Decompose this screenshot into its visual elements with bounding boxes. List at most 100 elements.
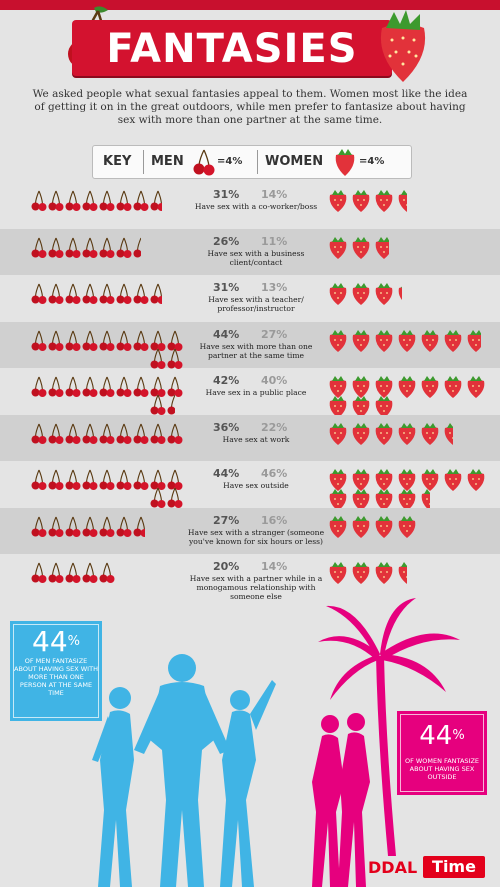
cherry-icon <box>82 562 98 583</box>
cherry-icon <box>31 237 47 258</box>
cherry-icon <box>150 469 166 490</box>
strawberry-icon <box>467 329 481 352</box>
strawberry-icon <box>398 469 416 491</box>
cherry-icon <box>31 283 47 304</box>
category-label: Have sex with a co-worker/boss <box>194 202 318 211</box>
strawberry-icon <box>398 515 416 538</box>
strawberry-icon <box>329 515 347 538</box>
strawberry-icon <box>352 283 370 305</box>
women-percent: 16% <box>261 513 288 527</box>
key-cherry-icon <box>193 149 215 176</box>
strawberry-icon <box>352 469 370 491</box>
women-percent: 13% <box>261 281 288 294</box>
strawberry-icon <box>398 286 402 300</box>
cherry-icon <box>48 469 64 490</box>
category-label: Have sex at work <box>222 434 290 444</box>
women-percent: 22% <box>261 420 288 434</box>
strawberry-icon <box>421 469 439 491</box>
strawberry-icon <box>375 283 393 305</box>
cherry-icon <box>116 423 132 444</box>
cherry-icon <box>116 330 132 351</box>
cherry-icon <box>31 423 47 444</box>
cherry-icon <box>65 283 81 304</box>
strawberry-icon <box>329 376 347 398</box>
cherry-icon <box>31 516 47 537</box>
cherry-icon <box>99 283 115 304</box>
cherry-icon <box>82 330 98 351</box>
cherry-icon <box>116 190 132 211</box>
men-percent: 44% <box>213 327 240 341</box>
cherry-icon <box>99 469 115 490</box>
men-percent: 27% <box>213 513 240 527</box>
cherry-icon <box>99 562 115 583</box>
cherry-icon <box>48 516 64 537</box>
cherry-icon <box>133 516 145 537</box>
cherry-icon <box>167 423 183 444</box>
strawberry-icon <box>352 376 370 398</box>
women-percent: 11% <box>261 234 288 248</box>
strawberry-icon <box>375 236 389 259</box>
men-percent: 36% <box>213 420 240 434</box>
cherry-icon <box>116 376 132 397</box>
women-callout-symbol: % <box>452 728 465 743</box>
cherry-icon <box>31 376 47 397</box>
cherry-icon <box>133 469 149 490</box>
strawberry-icon <box>329 329 347 352</box>
palm-tree-silhouette <box>318 598 460 856</box>
cherry-icon <box>167 487 183 508</box>
watermark-logo: DDAL Time <box>368 856 488 880</box>
key-divider <box>143 150 144 174</box>
strawberry-icon <box>444 469 462 491</box>
strawberry-icon <box>375 562 393 584</box>
cherry-icon <box>150 376 166 397</box>
men-percent: 44% <box>213 467 240 480</box>
cherry-icon <box>82 376 98 397</box>
strawberry-icon <box>352 422 370 445</box>
strawberry-icon <box>329 489 347 511</box>
men-callout: 44% OF MEN FANTASIZE ABOUT HAVING SEX WI… <box>10 621 102 721</box>
strawberry-icon <box>329 283 347 305</box>
strawberry-icon <box>375 329 393 352</box>
strawberry-icon <box>375 396 393 418</box>
men-percent: 31% <box>213 281 240 294</box>
strawberry-icon <box>398 422 416 445</box>
strawberry-icon <box>421 489 430 511</box>
strawberry-icon <box>375 489 393 511</box>
strawberry-icon <box>398 329 416 352</box>
category-label: Have sex outside <box>223 481 289 490</box>
cherry-icon <box>167 469 183 490</box>
cherry-icon <box>99 237 115 258</box>
cherry-icon <box>82 283 98 304</box>
cherry-icon <box>65 562 81 583</box>
strawberry-icon <box>329 396 347 418</box>
strawberry-icon <box>375 469 393 491</box>
cherry-icon <box>150 348 166 369</box>
women-percent: 14% <box>261 560 288 573</box>
women-percent: 46% <box>261 467 288 480</box>
cherry-icon <box>82 469 98 490</box>
strawberry-icon <box>421 329 439 352</box>
strawberry-icon <box>398 562 407 584</box>
category-label: Have sex with a business client/contact <box>207 248 305 267</box>
strawberry-icon <box>444 422 453 445</box>
cherry-icon <box>65 330 81 351</box>
key-women-label: WOMEN <box>265 154 324 169</box>
cherry-icon <box>82 516 98 537</box>
key-men-label: MEN <box>151 154 184 169</box>
strawberry-icon <box>352 329 370 352</box>
key-men-unit: =4% <box>217 156 243 167</box>
strawberry-icon <box>352 190 370 212</box>
cherry-icon <box>116 283 132 304</box>
intro-text: We asked people what sexual fantasies ap… <box>32 88 468 126</box>
strawberry-icon <box>329 236 347 259</box>
strawberry-icon <box>421 376 439 398</box>
category-label: Have sex with a partner while in a monog… <box>189 574 323 601</box>
key-divider <box>257 150 258 174</box>
cherry-icon <box>133 190 149 211</box>
men-percent: 42% <box>213 374 240 387</box>
strawberry-icon <box>467 376 485 398</box>
legend-key: KEY MEN =4% WOMEN =4% <box>92 145 412 179</box>
strawberry-decoration-icon <box>380 10 426 82</box>
men-percent: 20% <box>213 560 240 573</box>
strawberry-icon <box>329 562 347 584</box>
